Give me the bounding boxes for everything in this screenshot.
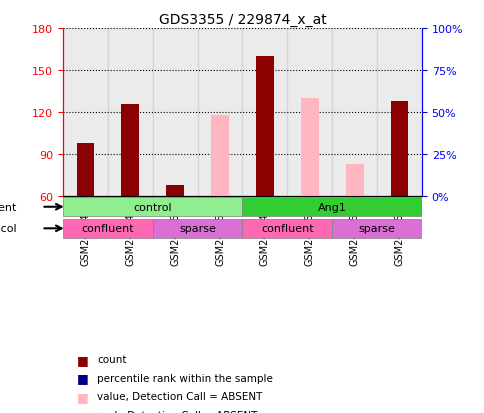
- Text: value, Detection Call = ABSENT: value, Detection Call = ABSENT: [97, 392, 262, 401]
- Text: confluent: confluent: [81, 224, 134, 234]
- Text: sparse: sparse: [179, 224, 216, 234]
- Bar: [166, 185, 184, 197]
- Text: ■: ■: [76, 390, 88, 403]
- Bar: [63, 29, 107, 197]
- Text: control: control: [133, 202, 172, 212]
- Text: ■: ■: [76, 353, 88, 366]
- Bar: [287, 29, 332, 197]
- Text: rank, Detection Call = ABSENT: rank, Detection Call = ABSENT: [97, 410, 257, 413]
- Bar: [107, 29, 152, 197]
- Bar: [300, 99, 318, 197]
- Text: confluent: confluent: [260, 224, 313, 234]
- Bar: [121, 104, 139, 197]
- Bar: [242, 29, 287, 197]
- Bar: [197, 29, 242, 197]
- FancyBboxPatch shape: [63, 197, 242, 217]
- Bar: [152, 29, 197, 197]
- Text: percentile rank within the sample: percentile rank within the sample: [97, 373, 272, 383]
- Bar: [376, 29, 421, 197]
- FancyBboxPatch shape: [332, 219, 421, 238]
- Text: ■: ■: [76, 408, 88, 413]
- Text: agent: agent: [0, 202, 16, 212]
- Bar: [390, 102, 408, 197]
- Text: growth protocol: growth protocol: [0, 224, 16, 234]
- Title: GDS3355 / 229874_x_at: GDS3355 / 229874_x_at: [158, 12, 326, 26]
- FancyBboxPatch shape: [242, 219, 332, 238]
- FancyBboxPatch shape: [152, 219, 242, 238]
- Text: sparse: sparse: [358, 224, 395, 234]
- Bar: [76, 143, 94, 197]
- Bar: [345, 164, 363, 197]
- Bar: [256, 57, 273, 197]
- Bar: [211, 116, 228, 197]
- Bar: [332, 29, 376, 197]
- FancyBboxPatch shape: [242, 197, 421, 217]
- Text: count: count: [97, 354, 126, 364]
- Text: ■: ■: [76, 371, 88, 385]
- Text: Ang1: Ang1: [317, 202, 346, 212]
- FancyBboxPatch shape: [63, 219, 152, 238]
